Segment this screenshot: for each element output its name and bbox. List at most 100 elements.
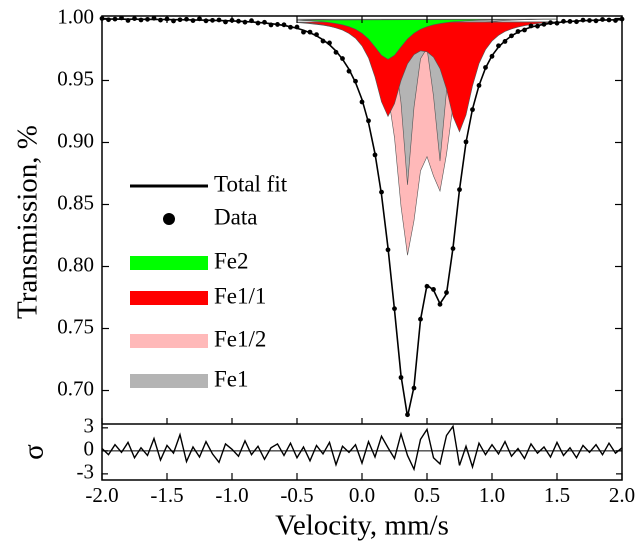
x-tick-label: -0.5: [280, 483, 313, 507]
data-point: [184, 16, 189, 22]
x-tick-label: 0.5: [414, 483, 440, 507]
data-point: [288, 24, 293, 30]
data-point: [574, 19, 579, 25]
legend-item: Data: [163, 204, 257, 229]
data-point: [489, 53, 495, 59]
data-point: [333, 49, 339, 55]
residual-axis-title: σ: [18, 444, 50, 460]
data-point: [125, 18, 131, 23]
plot-area: [99, 15, 625, 418]
legend-item: Fe2: [130, 248, 249, 273]
data-point: [437, 301, 443, 307]
data-point: [372, 152, 378, 158]
legend-label: Fe2: [214, 248, 249, 273]
x-tick-label: -1.0: [215, 483, 248, 507]
legend-label: Total fit: [214, 171, 288, 196]
x-axis-title: Velocity, mm/s: [275, 510, 449, 542]
data-point: [359, 99, 365, 105]
data-point: [398, 375, 404, 380]
data-point: [242, 19, 248, 25]
data-point: [509, 33, 514, 39]
data-point: [580, 17, 586, 23]
data-point: [418, 316, 423, 322]
residual-tick-label: 0: [84, 437, 95, 461]
data-point: [294, 24, 300, 30]
data-point: [216, 17, 222, 23]
data-point: [444, 290, 449, 295]
data-point: [327, 40, 332, 46]
component-area: [296, 21, 558, 133]
data-point: [496, 43, 501, 49]
data-point: [314, 32, 319, 38]
legend-item: Fe1/2: [130, 326, 266, 351]
component-area: [296, 21, 558, 256]
data-point: [515, 29, 521, 34]
y-tick-label: 0.70: [57, 376, 94, 400]
data-point: [158, 17, 163, 23]
data-point: [587, 18, 592, 23]
x-tick-label: -2.0: [85, 483, 118, 507]
component-area: [296, 18, 558, 60]
data-point: [528, 23, 534, 29]
x-tick-label: 1.5: [544, 483, 570, 507]
data-point: [405, 412, 410, 418]
data-point: [593, 18, 599, 24]
data-point: [385, 247, 391, 253]
legend-swatch: [163, 213, 175, 225]
data-point: [223, 19, 228, 25]
data-point: [411, 385, 417, 391]
data-point: [281, 22, 287, 28]
data-point: [463, 139, 469, 145]
residual-tick-label: -3: [77, 460, 95, 484]
data-point: [119, 15, 124, 21]
data-point: [301, 29, 306, 35]
legend-label: Fe1/2: [214, 326, 266, 351]
data-point: [112, 16, 118, 22]
data-point: [431, 287, 436, 292]
legend-item: Fe1: [130, 366, 249, 391]
data-point: [554, 20, 560, 26]
plot-frame: [101, 15, 623, 481]
y-tick-label: 0.95: [57, 66, 94, 90]
data-point: [450, 246, 456, 251]
y-tick-label: 1.00: [57, 4, 94, 28]
data-point: [151, 15, 157, 21]
legend-swatch: [130, 334, 208, 348]
data-point: [307, 29, 313, 35]
data-point: [255, 20, 261, 26]
data-point: [392, 306, 397, 312]
data-point: [171, 18, 176, 24]
data-point: [502, 39, 508, 44]
data-point: [613, 18, 618, 23]
y-tick-label: 0.85: [57, 190, 94, 214]
data-point: [567, 19, 573, 24]
x-tick-label: 2.0: [609, 483, 635, 507]
legend-label: Data: [214, 204, 257, 229]
data-point: [249, 18, 254, 24]
data-point: [145, 16, 150, 22]
data-point: [275, 22, 280, 27]
data-point: [210, 17, 215, 23]
data-point: [476, 83, 482, 88]
data-point: [320, 38, 326, 44]
data-point: [424, 283, 430, 289]
data-point: [548, 20, 553, 26]
legend-label: Fe1: [214, 366, 249, 391]
y-tick-label: 0.75: [57, 314, 94, 338]
y-tick-label: 0.90: [57, 128, 94, 152]
data-point: [457, 187, 462, 193]
data-point: [138, 17, 144, 23]
data-point: [600, 17, 605, 22]
data-point: [268, 22, 274, 28]
legend-swatch: [130, 256, 208, 270]
data-point: [353, 78, 358, 84]
y-tick-label: 0.80: [57, 252, 94, 276]
data-point: [561, 18, 566, 24]
data-point: [541, 21, 547, 27]
data-point: [203, 18, 209, 24]
residual-tick-label: 3: [84, 414, 95, 438]
data-point: [366, 118, 371, 124]
fit-line: [102, 18, 623, 417]
data-point: [379, 189, 384, 195]
